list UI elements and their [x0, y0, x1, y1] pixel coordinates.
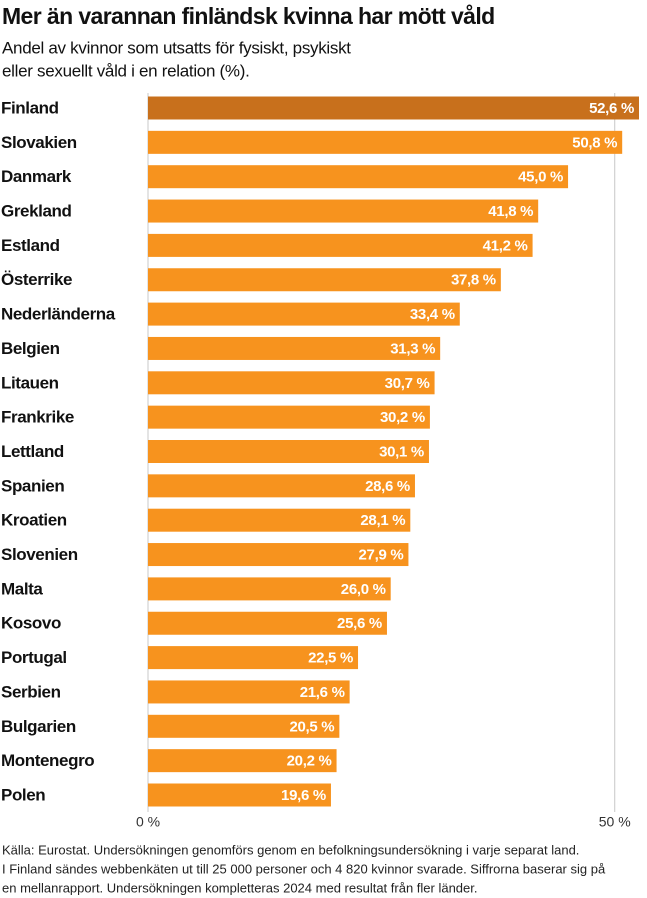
- category-label: Estland: [1, 236, 60, 255]
- bar: [148, 474, 415, 498]
- bar: [148, 165, 569, 189]
- value-label: 41,2 %: [483, 237, 528, 254]
- value-label: 50,8 %: [572, 134, 617, 151]
- bar: [148, 302, 460, 326]
- category-label: Portugal: [1, 648, 67, 667]
- bar: [148, 268, 501, 292]
- bar: [148, 611, 387, 635]
- category-label: Finland: [1, 98, 59, 117]
- bar: [148, 577, 391, 601]
- bar: [148, 680, 350, 704]
- bar: [148, 371, 435, 395]
- subtitle: eller sexuellt våld i en relation (%).: [2, 61, 250, 80]
- value-label: 33,4 %: [410, 306, 455, 323]
- value-label: 20,5 %: [289, 718, 334, 735]
- bar: [148, 405, 430, 429]
- bar: [148, 508, 411, 532]
- bar: [148, 336, 441, 360]
- bar: [148, 199, 539, 223]
- chart-title: Mer än varannan finländsk kvinna har möt…: [2, 3, 495, 29]
- bar: [148, 749, 337, 773]
- value-label: 52,6 %: [589, 100, 634, 117]
- value-label: 19,6 %: [281, 787, 326, 804]
- value-label: 25,6 %: [337, 615, 382, 632]
- bar: [148, 440, 429, 463]
- category-label: Litauen: [1, 373, 59, 392]
- category-label: Montenegro: [1, 751, 94, 770]
- bar: [148, 130, 623, 154]
- subtitle: Andel av kvinnor som utsatts för fysiskt…: [2, 38, 351, 57]
- bar: [148, 543, 409, 567]
- value-label: 20,2 %: [287, 753, 332, 770]
- value-label: 27,9 %: [359, 547, 404, 564]
- category-label: Kroatien: [1, 511, 67, 530]
- category-label: Serbien: [1, 682, 61, 701]
- bar: [148, 96, 639, 120]
- x-tick-label: 0 %: [136, 814, 160, 830]
- category-label: Slovakien: [1, 133, 77, 152]
- category-label: Danmark: [1, 167, 72, 186]
- value-label: 30,1 %: [379, 443, 424, 460]
- source-note: Källa: Eurostat. Undersökningen genomför…: [2, 842, 579, 857]
- bar: [148, 646, 359, 670]
- category-label: Malta: [1, 579, 43, 598]
- bar: [148, 783, 331, 807]
- value-label: 37,8 %: [451, 272, 496, 289]
- value-label: 45,0 %: [518, 169, 563, 186]
- value-label: 21,6 %: [300, 684, 345, 701]
- category-label: Österrike: [1, 270, 72, 289]
- category-label: Bulgarien: [1, 717, 76, 736]
- category-label: Belgien: [1, 339, 60, 358]
- value-label: 30,7 %: [385, 375, 430, 392]
- category-label: Polen: [1, 785, 45, 804]
- x-tick-label: 50 %: [599, 814, 631, 830]
- value-label: 31,3 %: [390, 340, 435, 357]
- value-label: 22,5 %: [308, 650, 353, 667]
- category-label: Spanien: [1, 476, 64, 495]
- source-note: I Finland sändes webbenkäten ut till 25 …: [2, 861, 606, 876]
- value-label: 28,1 %: [360, 512, 405, 529]
- category-label: Nederländerna: [1, 305, 116, 324]
- category-label: Kosovo: [1, 614, 61, 633]
- category-label: Lettland: [1, 442, 64, 461]
- source-note: en mellanrapport. Undersökningen komplet…: [2, 880, 478, 895]
- bar: [148, 714, 340, 738]
- category-label: Slovenien: [1, 545, 78, 564]
- category-label: Grekland: [1, 202, 72, 221]
- value-label: 26,0 %: [341, 581, 386, 598]
- value-label: 30,2 %: [380, 409, 425, 426]
- value-label: 28,6 %: [365, 478, 410, 495]
- bar: [148, 233, 533, 257]
- category-label: Frankrike: [1, 408, 74, 427]
- value-label: 41,8 %: [488, 203, 533, 220]
